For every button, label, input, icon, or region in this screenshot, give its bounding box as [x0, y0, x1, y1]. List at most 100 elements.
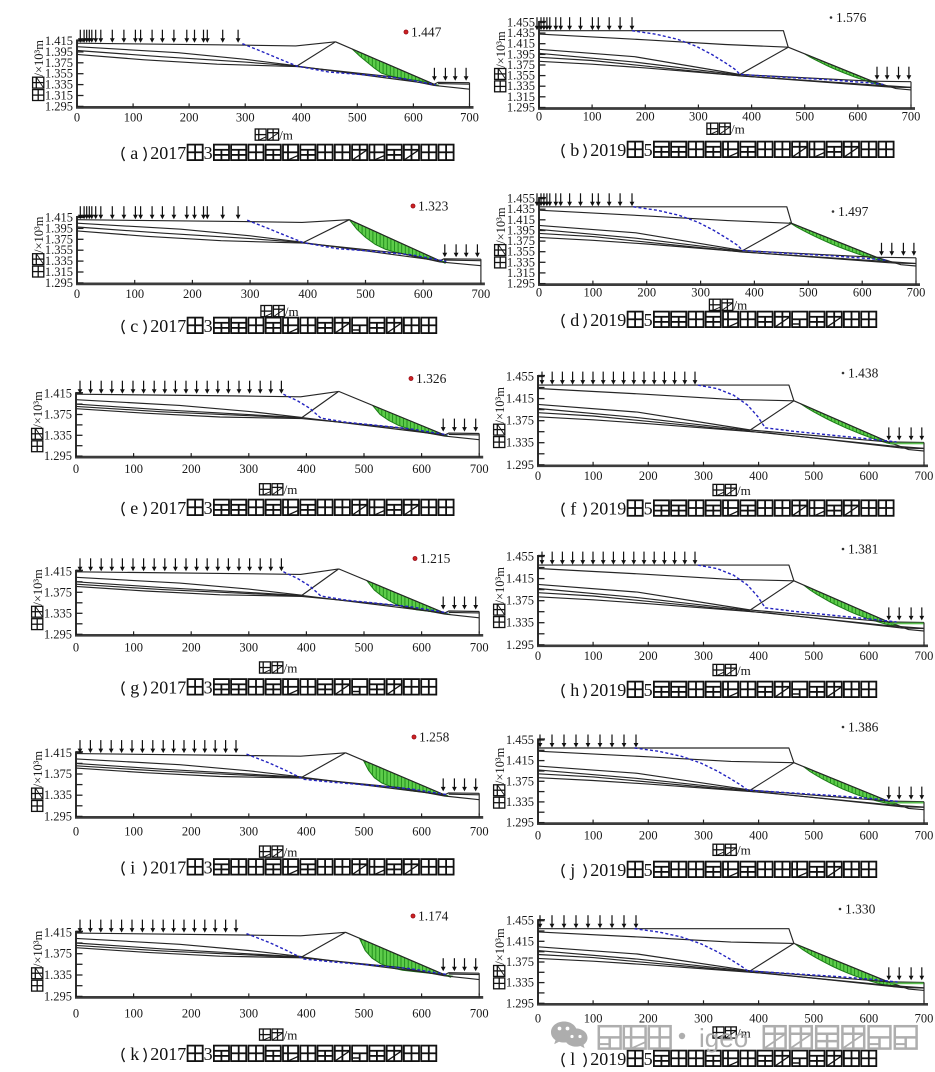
- svg-text:1.295: 1.295: [506, 816, 534, 830]
- svg-text:2019: 2019: [590, 310, 626, 330]
- svg-text:100: 100: [583, 110, 602, 124]
- svg-text:5: 5: [644, 310, 653, 330]
- svg-text:/×10³m: /×10³m: [31, 569, 45, 606]
- svg-text:1.497: 1.497: [838, 204, 869, 219]
- svg-text:200: 200: [639, 649, 658, 663]
- svg-text:1.174: 1.174: [418, 909, 449, 924]
- svg-text:700: 700: [472, 287, 491, 301]
- svg-text:1.335: 1.335: [44, 606, 72, 620]
- svg-text:200: 200: [639, 1011, 658, 1025]
- svg-text:1.447: 1.447: [411, 25, 442, 40]
- svg-text:400: 400: [297, 462, 316, 476]
- svg-text:200: 200: [636, 110, 655, 124]
- svg-text:1.455: 1.455: [506, 550, 534, 564]
- svg-text:1.375: 1.375: [506, 414, 534, 428]
- svg-text:1.315: 1.315: [45, 265, 73, 279]
- svg-text:1.395: 1.395: [507, 47, 535, 61]
- svg-text:1.415: 1.415: [45, 211, 73, 225]
- svg-text:1.295: 1.295: [44, 449, 72, 463]
- svg-text:1.415: 1.415: [45, 34, 73, 48]
- svg-text:1.355: 1.355: [45, 67, 73, 81]
- svg-text:400: 400: [297, 824, 316, 838]
- svg-text:1.395: 1.395: [507, 224, 535, 238]
- svg-text:700: 700: [470, 462, 489, 476]
- svg-text:700: 700: [470, 1006, 489, 1020]
- svg-text:1.455: 1.455: [506, 914, 534, 928]
- svg-text:3: 3: [204, 498, 213, 518]
- svg-text:0: 0: [73, 1006, 79, 1020]
- svg-text:1.455: 1.455: [507, 192, 535, 206]
- svg-text:1.335: 1.335: [44, 428, 72, 442]
- svg-text:0: 0: [536, 286, 542, 300]
- svg-text:400: 400: [749, 1011, 768, 1025]
- svg-text:1.335: 1.335: [44, 788, 72, 802]
- svg-text:300: 300: [694, 1011, 713, 1025]
- svg-text:100: 100: [584, 469, 603, 483]
- svg-text:400: 400: [745, 286, 764, 300]
- svg-text:400: 400: [749, 469, 768, 483]
- svg-text:/m: /m: [284, 844, 298, 859]
- svg-text:/×10³m: /×10³m: [31, 751, 45, 788]
- svg-text:1.395: 1.395: [45, 45, 73, 59]
- svg-text:300: 300: [689, 110, 708, 124]
- svg-text:/m: /m: [284, 1027, 298, 1042]
- svg-text:400: 400: [292, 110, 311, 124]
- svg-text:1.215: 1.215: [420, 551, 451, 566]
- svg-text:0: 0: [74, 287, 80, 301]
- svg-text:600: 600: [412, 1006, 431, 1020]
- svg-text:/m: /m: [279, 127, 293, 142]
- svg-text:b: b: [570, 140, 579, 160]
- svg-text:1.455: 1.455: [507, 16, 535, 30]
- svg-text:1.335: 1.335: [506, 976, 534, 990]
- svg-text:/×10³m: /×10³m: [32, 40, 46, 77]
- svg-text:500: 500: [795, 110, 814, 124]
- svg-text:/m: /m: [284, 482, 298, 497]
- svg-text:700: 700: [902, 110, 921, 124]
- svg-text:1.415: 1.415: [506, 754, 534, 768]
- svg-text:1.295: 1.295: [45, 99, 73, 113]
- svg-text:100: 100: [584, 649, 603, 663]
- svg-text:200: 200: [180, 110, 199, 124]
- svg-text:400: 400: [749, 829, 768, 843]
- svg-text:1.375: 1.375: [44, 408, 72, 422]
- svg-text:400: 400: [297, 1006, 316, 1020]
- svg-text:/×10³m: /×10³m: [493, 747, 507, 784]
- svg-text:200: 200: [639, 829, 658, 843]
- svg-text:1.295: 1.295: [44, 627, 72, 641]
- svg-text:1.415: 1.415: [506, 392, 534, 406]
- svg-text:2019: 2019: [590, 1049, 626, 1069]
- svg-text:i: i: [130, 858, 135, 878]
- svg-text:100: 100: [124, 640, 143, 654]
- svg-text:1.381: 1.381: [848, 542, 878, 557]
- svg-text:500: 500: [348, 110, 367, 124]
- svg-text:200: 200: [182, 462, 201, 476]
- svg-text:100: 100: [125, 287, 144, 301]
- svg-text:2019: 2019: [590, 860, 626, 880]
- svg-text:700: 700: [470, 640, 489, 654]
- svg-text:1.323: 1.323: [418, 199, 449, 214]
- svg-text:1.415: 1.415: [506, 572, 534, 586]
- svg-text:1.415: 1.415: [44, 564, 72, 578]
- svg-text:700: 700: [460, 110, 479, 124]
- svg-text:700: 700: [907, 286, 926, 300]
- svg-text:700: 700: [470, 824, 489, 838]
- svg-text:/m: /m: [284, 660, 298, 675]
- svg-text:500: 500: [355, 824, 374, 838]
- svg-text:500: 500: [804, 1011, 823, 1025]
- svg-text:0: 0: [73, 640, 79, 654]
- svg-text:h: h: [570, 680, 579, 700]
- svg-text:1.355: 1.355: [45, 243, 73, 257]
- svg-text:5: 5: [644, 499, 653, 519]
- svg-text:400: 400: [298, 287, 317, 301]
- svg-text:700: 700: [915, 649, 934, 663]
- svg-text:j: j: [569, 860, 575, 880]
- svg-text:400: 400: [742, 110, 761, 124]
- svg-text:1.355: 1.355: [507, 69, 535, 83]
- svg-text:500: 500: [355, 640, 374, 654]
- svg-text:/×10³m: /×10³m: [32, 216, 46, 253]
- svg-text:600: 600: [860, 829, 879, 843]
- svg-text:2019: 2019: [590, 499, 626, 519]
- svg-text:100: 100: [584, 286, 603, 300]
- svg-text:/×10³m: /×10³m: [494, 207, 508, 244]
- svg-text:1.330: 1.330: [845, 902, 876, 917]
